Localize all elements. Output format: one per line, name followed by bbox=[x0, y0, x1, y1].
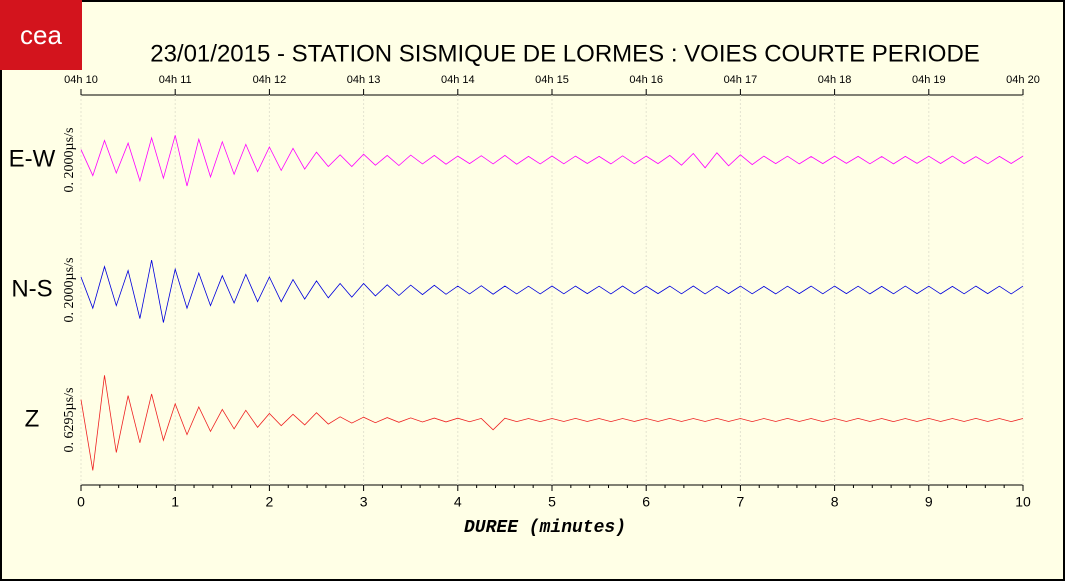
channel-name: Z bbox=[25, 405, 40, 432]
x2-tick-label: 04h 16 bbox=[629, 74, 663, 86]
x2-tick-label: 04h 15 bbox=[535, 74, 569, 86]
x-tick-label: 4 bbox=[454, 494, 462, 510]
x2-tick-label: 04h 12 bbox=[253, 74, 287, 86]
x-axis-label: DUREE (minutes) bbox=[464, 518, 626, 538]
x-tick-label: 8 bbox=[831, 494, 839, 510]
x2-tick-label: 04h 18 bbox=[818, 74, 852, 86]
channel-name: N-S bbox=[11, 275, 52, 302]
x2-tick-label: 04h 20 bbox=[1006, 74, 1040, 86]
x-tick-label: 3 bbox=[360, 494, 368, 510]
logo-box bbox=[0, 0, 82, 70]
x2-tick-label: 04h 13 bbox=[347, 74, 381, 86]
x-tick-label: 2 bbox=[266, 494, 274, 510]
trace bbox=[80, 135, 1024, 187]
x-tick-label: 7 bbox=[737, 494, 745, 510]
scale-label: 0. 6295µs/s bbox=[62, 388, 77, 453]
logo: cea bbox=[20, 20, 62, 50]
x-tick-label: 1 bbox=[171, 494, 179, 510]
x-tick-label: 0 bbox=[77, 494, 85, 510]
x2-tick-label: 04h 19 bbox=[912, 74, 946, 86]
x-tick-label: 6 bbox=[642, 494, 650, 510]
x2-tick-label: 04h 11 bbox=[159, 74, 192, 86]
x-tick-label: 10 bbox=[1015, 494, 1031, 510]
trace bbox=[80, 260, 1024, 323]
channel-name: E-W bbox=[9, 145, 56, 172]
x2-tick-label: 04h 14 bbox=[441, 74, 475, 86]
x-tick-label: 9 bbox=[925, 494, 933, 510]
chart-title: 23/01/2015 - STATION SISMIQUE DE LORMES … bbox=[150, 40, 980, 67]
scale-label: 0. 2000µs/s bbox=[62, 258, 77, 323]
x-tick-label: 5 bbox=[548, 494, 556, 510]
trace bbox=[80, 375, 1024, 471]
x2-tick-label: 04h 17 bbox=[724, 74, 758, 86]
scale-label: 0. 2000µs/s bbox=[62, 128, 77, 193]
x2-tick-label: 04h 10 bbox=[64, 74, 98, 86]
